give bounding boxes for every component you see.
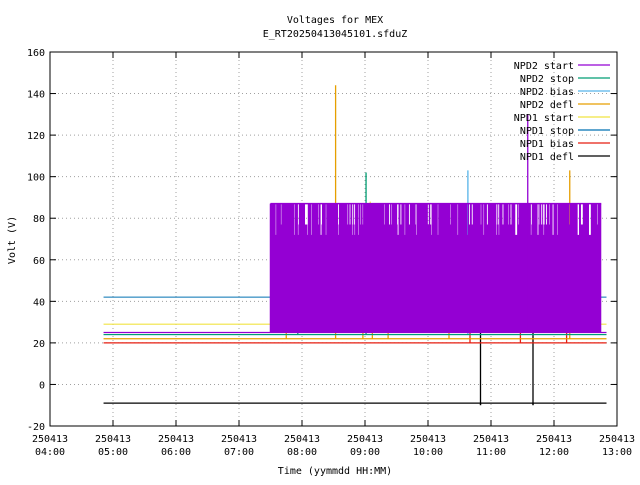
y-tick-label: 120 bbox=[27, 131, 45, 142]
series-layer bbox=[103, 85, 607, 406]
x-tick-time-label: 09:00 bbox=[350, 447, 380, 458]
legend-label: NPD2 stop bbox=[520, 74, 574, 85]
y-tick-label: 60 bbox=[33, 256, 45, 267]
x-tick-time-label: 08:00 bbox=[287, 447, 317, 458]
legend-label: NPD1 stop bbox=[520, 126, 574, 137]
x-axis-label: Time (yymmdd HH:MM) bbox=[278, 466, 392, 477]
x-tick-date-label: 250413 bbox=[95, 434, 131, 445]
plot-frame bbox=[49, 51, 618, 427]
chart-subtitle: E_RT20250413045101.sfduZ bbox=[263, 29, 408, 40]
y-tick-label: -20 bbox=[27, 422, 45, 433]
x-tick-date-label: 250413 bbox=[599, 434, 635, 445]
x-tick-time-label: 07:00 bbox=[224, 447, 254, 458]
x-tick-date-label: 250413 bbox=[410, 434, 446, 445]
x-tick-date-label: 250413 bbox=[284, 434, 320, 445]
x-tick-time-label: 05:00 bbox=[98, 447, 128, 458]
x-tick-time-label: 12:00 bbox=[539, 447, 569, 458]
x-tick-time-label: 06:00 bbox=[161, 447, 191, 458]
y-tick-label: 140 bbox=[27, 90, 45, 101]
y-tick-label: 100 bbox=[27, 173, 45, 184]
y-tick-label: 20 bbox=[33, 339, 45, 350]
x-tick-date-label: 250413 bbox=[221, 434, 257, 445]
legend-label: NPD1 bias bbox=[520, 139, 574, 150]
series-dense-band bbox=[270, 203, 602, 333]
axis-ticks: -20 0 20 40 60 80 100 120 140 160 250413 04:00 25041… bbox=[27, 48, 635, 458]
y-tick-label: 0 bbox=[39, 380, 45, 391]
legend: NPD2 start NPD2 stop NPD2 bias NPD2 defl NPD… bbox=[514, 61, 610, 163]
x-tick-date-label: 250413 bbox=[158, 434, 194, 445]
series-npd2-start bbox=[103, 114, 607, 334]
x-tick-time-label: 13:00 bbox=[602, 447, 632, 458]
x-tick-date-label: 250413 bbox=[32, 434, 68, 445]
x-tick-date-label: 250413 bbox=[473, 434, 509, 445]
y-axis-label: Volt (V) bbox=[7, 216, 18, 264]
legend-label: NPD1 defl bbox=[520, 152, 574, 163]
x-tick-date-label: 250413 bbox=[536, 434, 572, 445]
y-tick-label: 80 bbox=[33, 214, 45, 225]
npd1-defl-drops bbox=[479, 403, 534, 406]
x-tick-time-label: 04:00 bbox=[35, 447, 65, 458]
legend-label: NPD2 start bbox=[514, 61, 574, 72]
x-tick-time-label: 11:00 bbox=[476, 447, 506, 458]
legend-label: NPD2 bias bbox=[520, 87, 574, 98]
x-tick-time-label: 10:00 bbox=[413, 447, 443, 458]
chart-title: Voltages for MEX bbox=[287, 15, 383, 26]
y-tick-label: 160 bbox=[27, 48, 45, 59]
legend-label: NPD1 start bbox=[514, 113, 574, 124]
y-tick-label: 40 bbox=[33, 297, 45, 308]
legend-label: NPD2 defl bbox=[520, 100, 574, 111]
x-tick-date-label: 250413 bbox=[347, 434, 383, 445]
